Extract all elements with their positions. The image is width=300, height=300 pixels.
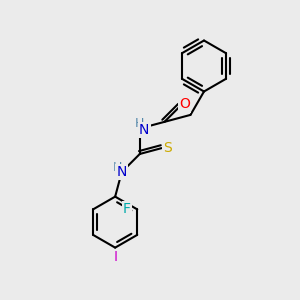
Text: H: H <box>112 161 122 174</box>
Text: N: N <box>139 123 149 137</box>
Text: H: H <box>135 118 145 130</box>
Text: F: F <box>123 202 130 216</box>
Text: S: S <box>163 141 172 155</box>
Text: N: N <box>117 165 127 179</box>
Text: O: O <box>179 98 190 112</box>
Text: I: I <box>113 250 117 264</box>
